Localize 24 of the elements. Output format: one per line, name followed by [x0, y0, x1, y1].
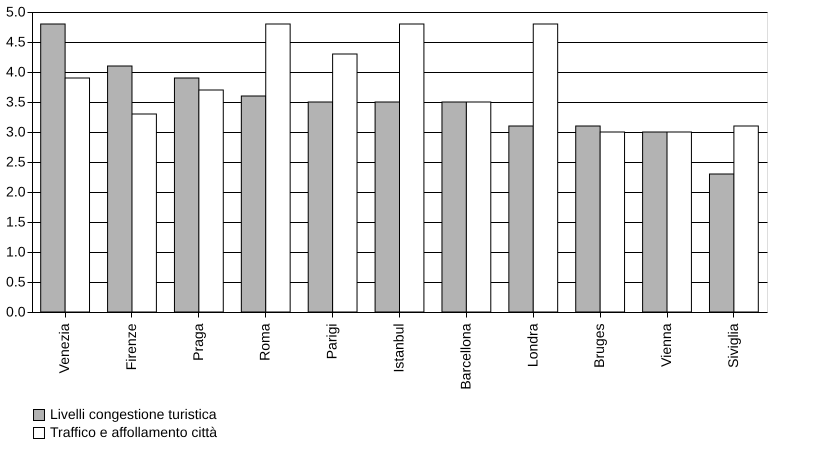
y-tick-label: 5.0	[6, 4, 26, 20]
x-tick-label: Siviglia	[724, 323, 741, 368]
legend-label: Livelli congestione turistica	[50, 406, 217, 422]
y-tick-label: 1.5	[6, 214, 26, 230]
x-tick-label: Londra	[524, 323, 540, 368]
y-tick-label: 2.5	[6, 154, 26, 170]
legend-label: Traffico e affollamento città	[50, 424, 218, 440]
y-tick-label: 3.5	[6, 94, 26, 110]
x-tick-label: Praga	[190, 323, 206, 361]
y-tick-label: 1.0	[6, 244, 26, 260]
x-tick-label: Firenze	[122, 323, 139, 370]
y-tick-label: 4.0	[6, 64, 26, 80]
y-tick-label: 4.5	[6, 34, 26, 50]
x-tick-label: Bruges	[591, 324, 608, 368]
x-tick-label: Parigi	[324, 324, 340, 360]
x-tick-label: Roma	[256, 323, 273, 361]
x-tick-label: Istanbul	[390, 324, 406, 373]
y-tick-label: 2.0	[6, 184, 26, 200]
x-tick-label: Vienna	[658, 323, 674, 367]
x-tick-label: Barcellona	[457, 323, 474, 390]
y-tick-label: 0.5	[6, 274, 26, 290]
y-tick-label: 0.0	[6, 304, 26, 320]
x-tick-label: Venezia	[56, 323, 72, 374]
y-tick-label: 3.0	[6, 124, 26, 140]
